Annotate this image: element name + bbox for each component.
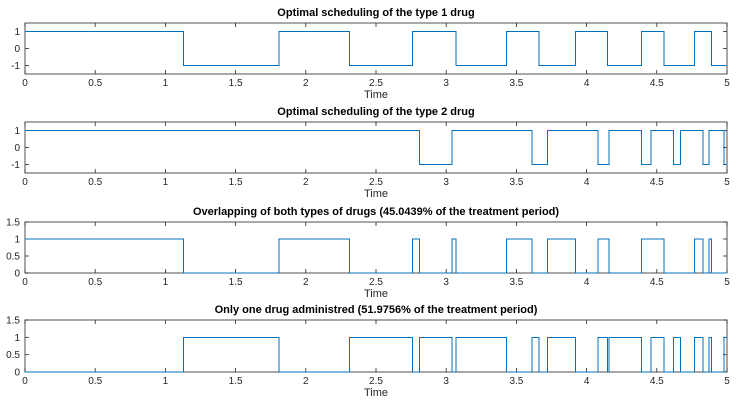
- x-tick-label: 4: [584, 78, 590, 89]
- x-tick-label: 0: [22, 277, 28, 288]
- x-tick-label: 0: [22, 177, 28, 188]
- axes-box: [24, 319, 728, 373]
- x-tick-label: 2: [303, 277, 309, 288]
- y-tick-label: 0: [14, 368, 20, 379]
- x-tick-label: 4.5: [650, 376, 664, 387]
- x-tick-label: 5: [724, 277, 730, 288]
- y-tick-label: 0: [14, 44, 20, 55]
- y-tick-label: 1: [14, 333, 20, 344]
- x-tick-label: 1: [163, 376, 169, 387]
- x-axis-label: Time: [364, 89, 388, 101]
- x-tick-label: 4.5: [650, 78, 664, 89]
- x-tick-label: 0: [22, 376, 28, 387]
- x-tick-label: 0.5: [88, 277, 102, 288]
- x-axis-label: Time: [364, 188, 388, 200]
- x-tick-label: 1.5: [229, 177, 243, 188]
- chart-title: Overlapping of both types of drugs (45.0…: [193, 206, 559, 218]
- x-tick-label: 0.5: [88, 376, 102, 387]
- x-tick-label: 2: [303, 376, 309, 387]
- x-tick-label: 2: [303, 78, 309, 89]
- x-tick-label: 1: [163, 78, 169, 89]
- x-tick-label: 4: [584, 177, 590, 188]
- chart-title: Optimal scheduling of the type 1 drug: [277, 7, 474, 19]
- x-axis-label: Time: [364, 288, 388, 300]
- x-tick-label: 4: [584, 376, 590, 387]
- series-line-type-2-drug: [25, 130, 727, 165]
- x-tick-label: 5: [724, 177, 730, 188]
- series-line-only-one: [25, 336, 727, 373]
- x-tick-label: 2: [303, 177, 309, 188]
- y-tick-label: -1: [11, 61, 20, 72]
- x-tick-label: 2.5: [369, 376, 383, 387]
- y-tick-label: 1: [14, 27, 20, 38]
- subplot-3: Overlapping of both types of drugs (45.0…: [6, 206, 730, 300]
- subplot-2: Optimal scheduling of the type 2 drug 0 0.…: [11, 106, 730, 200]
- x-tick-label: 0.5: [88, 78, 102, 89]
- y-tick-label: 0: [14, 269, 20, 280]
- x-tick-label: 1: [163, 277, 169, 288]
- x-tick-label: 0: [22, 78, 28, 89]
- x-tick-label: 3.5: [509, 177, 523, 188]
- y-tick-label: 1: [14, 126, 20, 137]
- y-tick-label: -1: [11, 160, 20, 171]
- y-tick-label: 0.5: [6, 350, 20, 361]
- y-tick-label: 1: [14, 235, 20, 246]
- x-tick-label: 0.5: [88, 177, 102, 188]
- axes-box: [24, 121, 728, 174]
- x-tick-label: 5: [724, 376, 730, 387]
- x-tick-label: 1.5: [229, 78, 243, 89]
- x-tick-label: 4.5: [650, 177, 664, 188]
- y-tick-label: 0.5: [6, 252, 20, 263]
- x-tick-label: 2.5: [369, 177, 383, 188]
- x-axis-label: Time: [364, 387, 388, 399]
- series-line-overlap: [25, 238, 727, 274]
- y-tick-label: 1.5: [6, 218, 20, 229]
- x-tick-label: 3: [443, 177, 449, 188]
- x-tick-label: 2.5: [369, 277, 383, 288]
- y-tick-label: 0: [14, 143, 20, 154]
- x-tick-label: 3: [443, 277, 449, 288]
- chart-title: Only one drug administred (51.9756% of t…: [215, 304, 538, 316]
- x-tick-label: 1: [163, 177, 169, 188]
- axes-box: [24, 22, 728, 75]
- y-tick-label: 1.5: [6, 316, 20, 327]
- x-tick-label: 3.5: [509, 376, 523, 387]
- x-tick-label: 5: [724, 78, 730, 89]
- x-tick-label: 3: [443, 376, 449, 387]
- chart-title: Optimal scheduling of the type 2 drug: [277, 106, 474, 118]
- series-line-type-1-drug: [25, 31, 727, 66]
- x-tick-label: 1.5: [229, 277, 243, 288]
- x-tick-label: 2.5: [369, 78, 383, 89]
- x-tick-label: 4: [584, 277, 590, 288]
- x-tick-label: 3.5: [509, 78, 523, 89]
- x-tick-label: 3.5: [509, 277, 523, 288]
- subplot-1: Optimal scheduling of the type 1 drug 0 0.…: [11, 7, 730, 101]
- axes-box: [24, 221, 728, 274]
- x-tick-label: 3: [443, 78, 449, 89]
- x-tick-label: 1.5: [229, 376, 243, 387]
- x-tick-label: 4.5: [650, 277, 664, 288]
- subplot-4: Only one drug administred (51.9756% of t…: [6, 304, 730, 399]
